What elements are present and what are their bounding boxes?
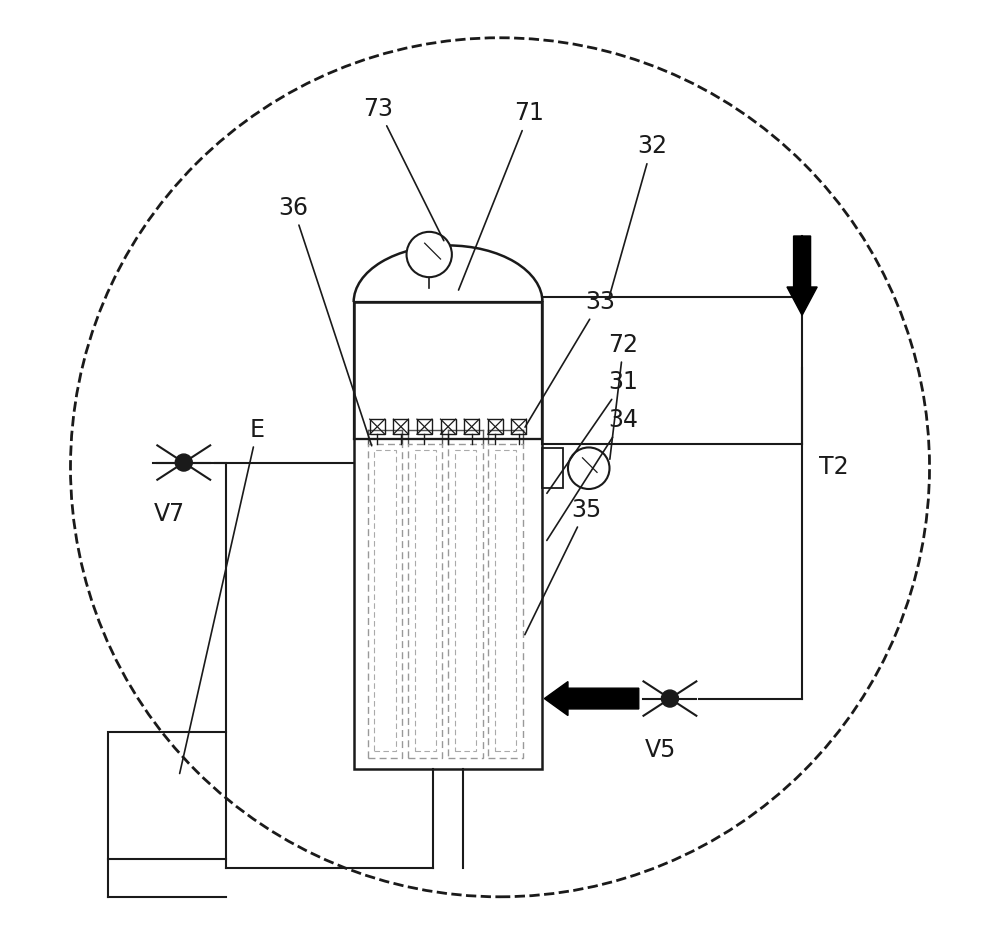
Bar (511, 419, 526, 434)
Bar (417, 419, 432, 434)
Bar (542, 448, 563, 488)
Text: 33: 33 (525, 290, 615, 427)
Bar (393, 419, 408, 434)
Text: 34: 34 (547, 408, 639, 541)
Bar (455, 450, 476, 751)
Bar (441, 419, 456, 434)
Bar (408, 444, 442, 758)
Bar (542, 297, 802, 444)
Circle shape (407, 232, 452, 278)
Text: T2: T2 (819, 455, 849, 480)
Text: 36: 36 (278, 195, 372, 446)
Bar (464, 419, 479, 434)
Bar (354, 302, 542, 769)
Bar (448, 444, 483, 758)
Text: 32: 32 (609, 134, 667, 296)
Circle shape (175, 454, 192, 471)
Text: E: E (180, 417, 265, 773)
Bar (495, 450, 516, 751)
Text: V5: V5 (645, 738, 676, 763)
FancyArrow shape (544, 682, 639, 716)
Text: 71: 71 (459, 101, 544, 290)
Bar (108, 732, 226, 859)
Bar (488, 419, 503, 434)
Bar (488, 444, 523, 758)
Bar (354, 302, 542, 439)
Text: 73: 73 (363, 96, 444, 241)
Text: 35: 35 (525, 497, 601, 634)
Bar (374, 450, 396, 751)
Text: V7: V7 (154, 502, 185, 527)
FancyArrow shape (787, 236, 817, 315)
Text: 31: 31 (547, 370, 638, 494)
Bar (415, 450, 436, 751)
Circle shape (568, 447, 610, 489)
Bar (368, 444, 402, 758)
Circle shape (661, 690, 678, 707)
Bar (370, 419, 385, 434)
Text: 72: 72 (609, 332, 639, 459)
